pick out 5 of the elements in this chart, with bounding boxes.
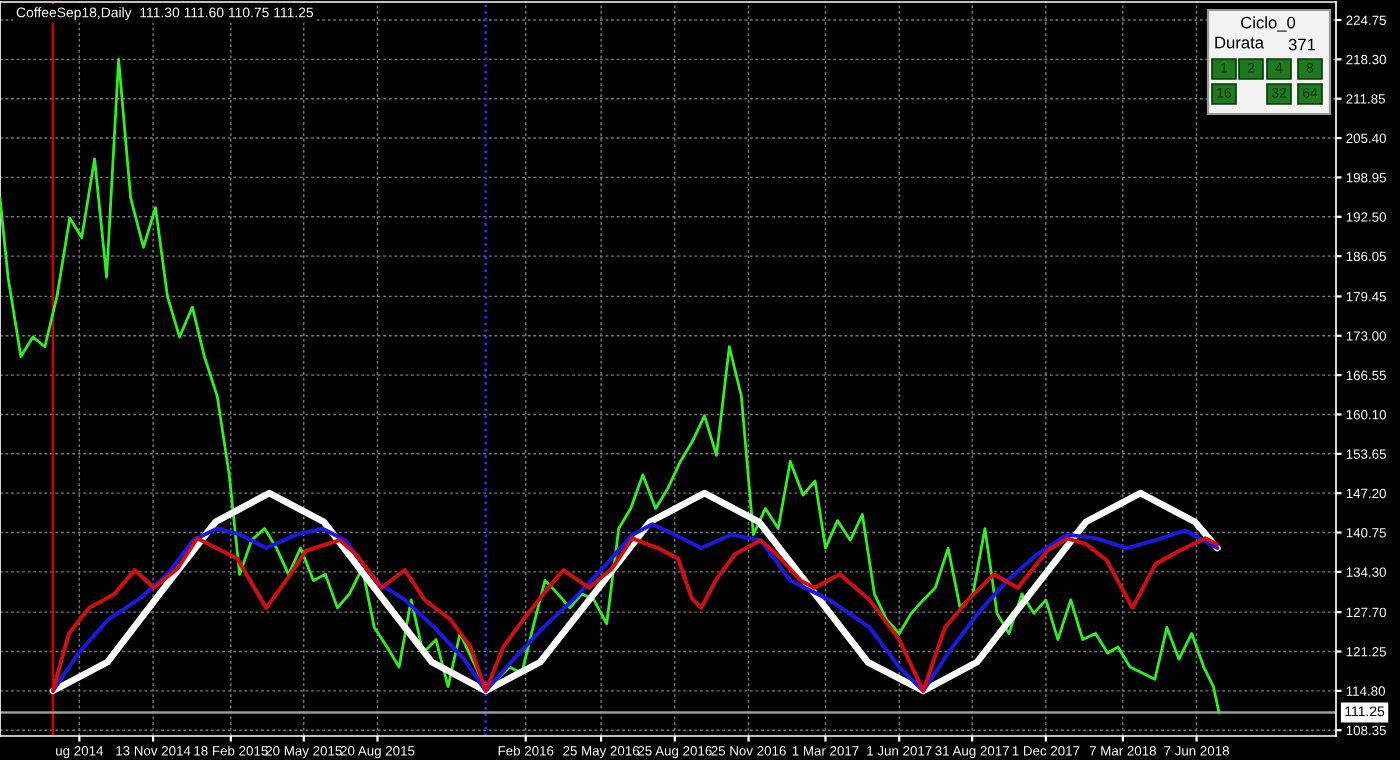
annotation: 371 (1288, 38, 1316, 51)
annotation: Ciclo_0 (1241, 16, 1296, 32)
line-series (49, 489, 1221, 695)
annotation: Durata (1215, 36, 1265, 49)
line-series (0, 57, 1221, 714)
